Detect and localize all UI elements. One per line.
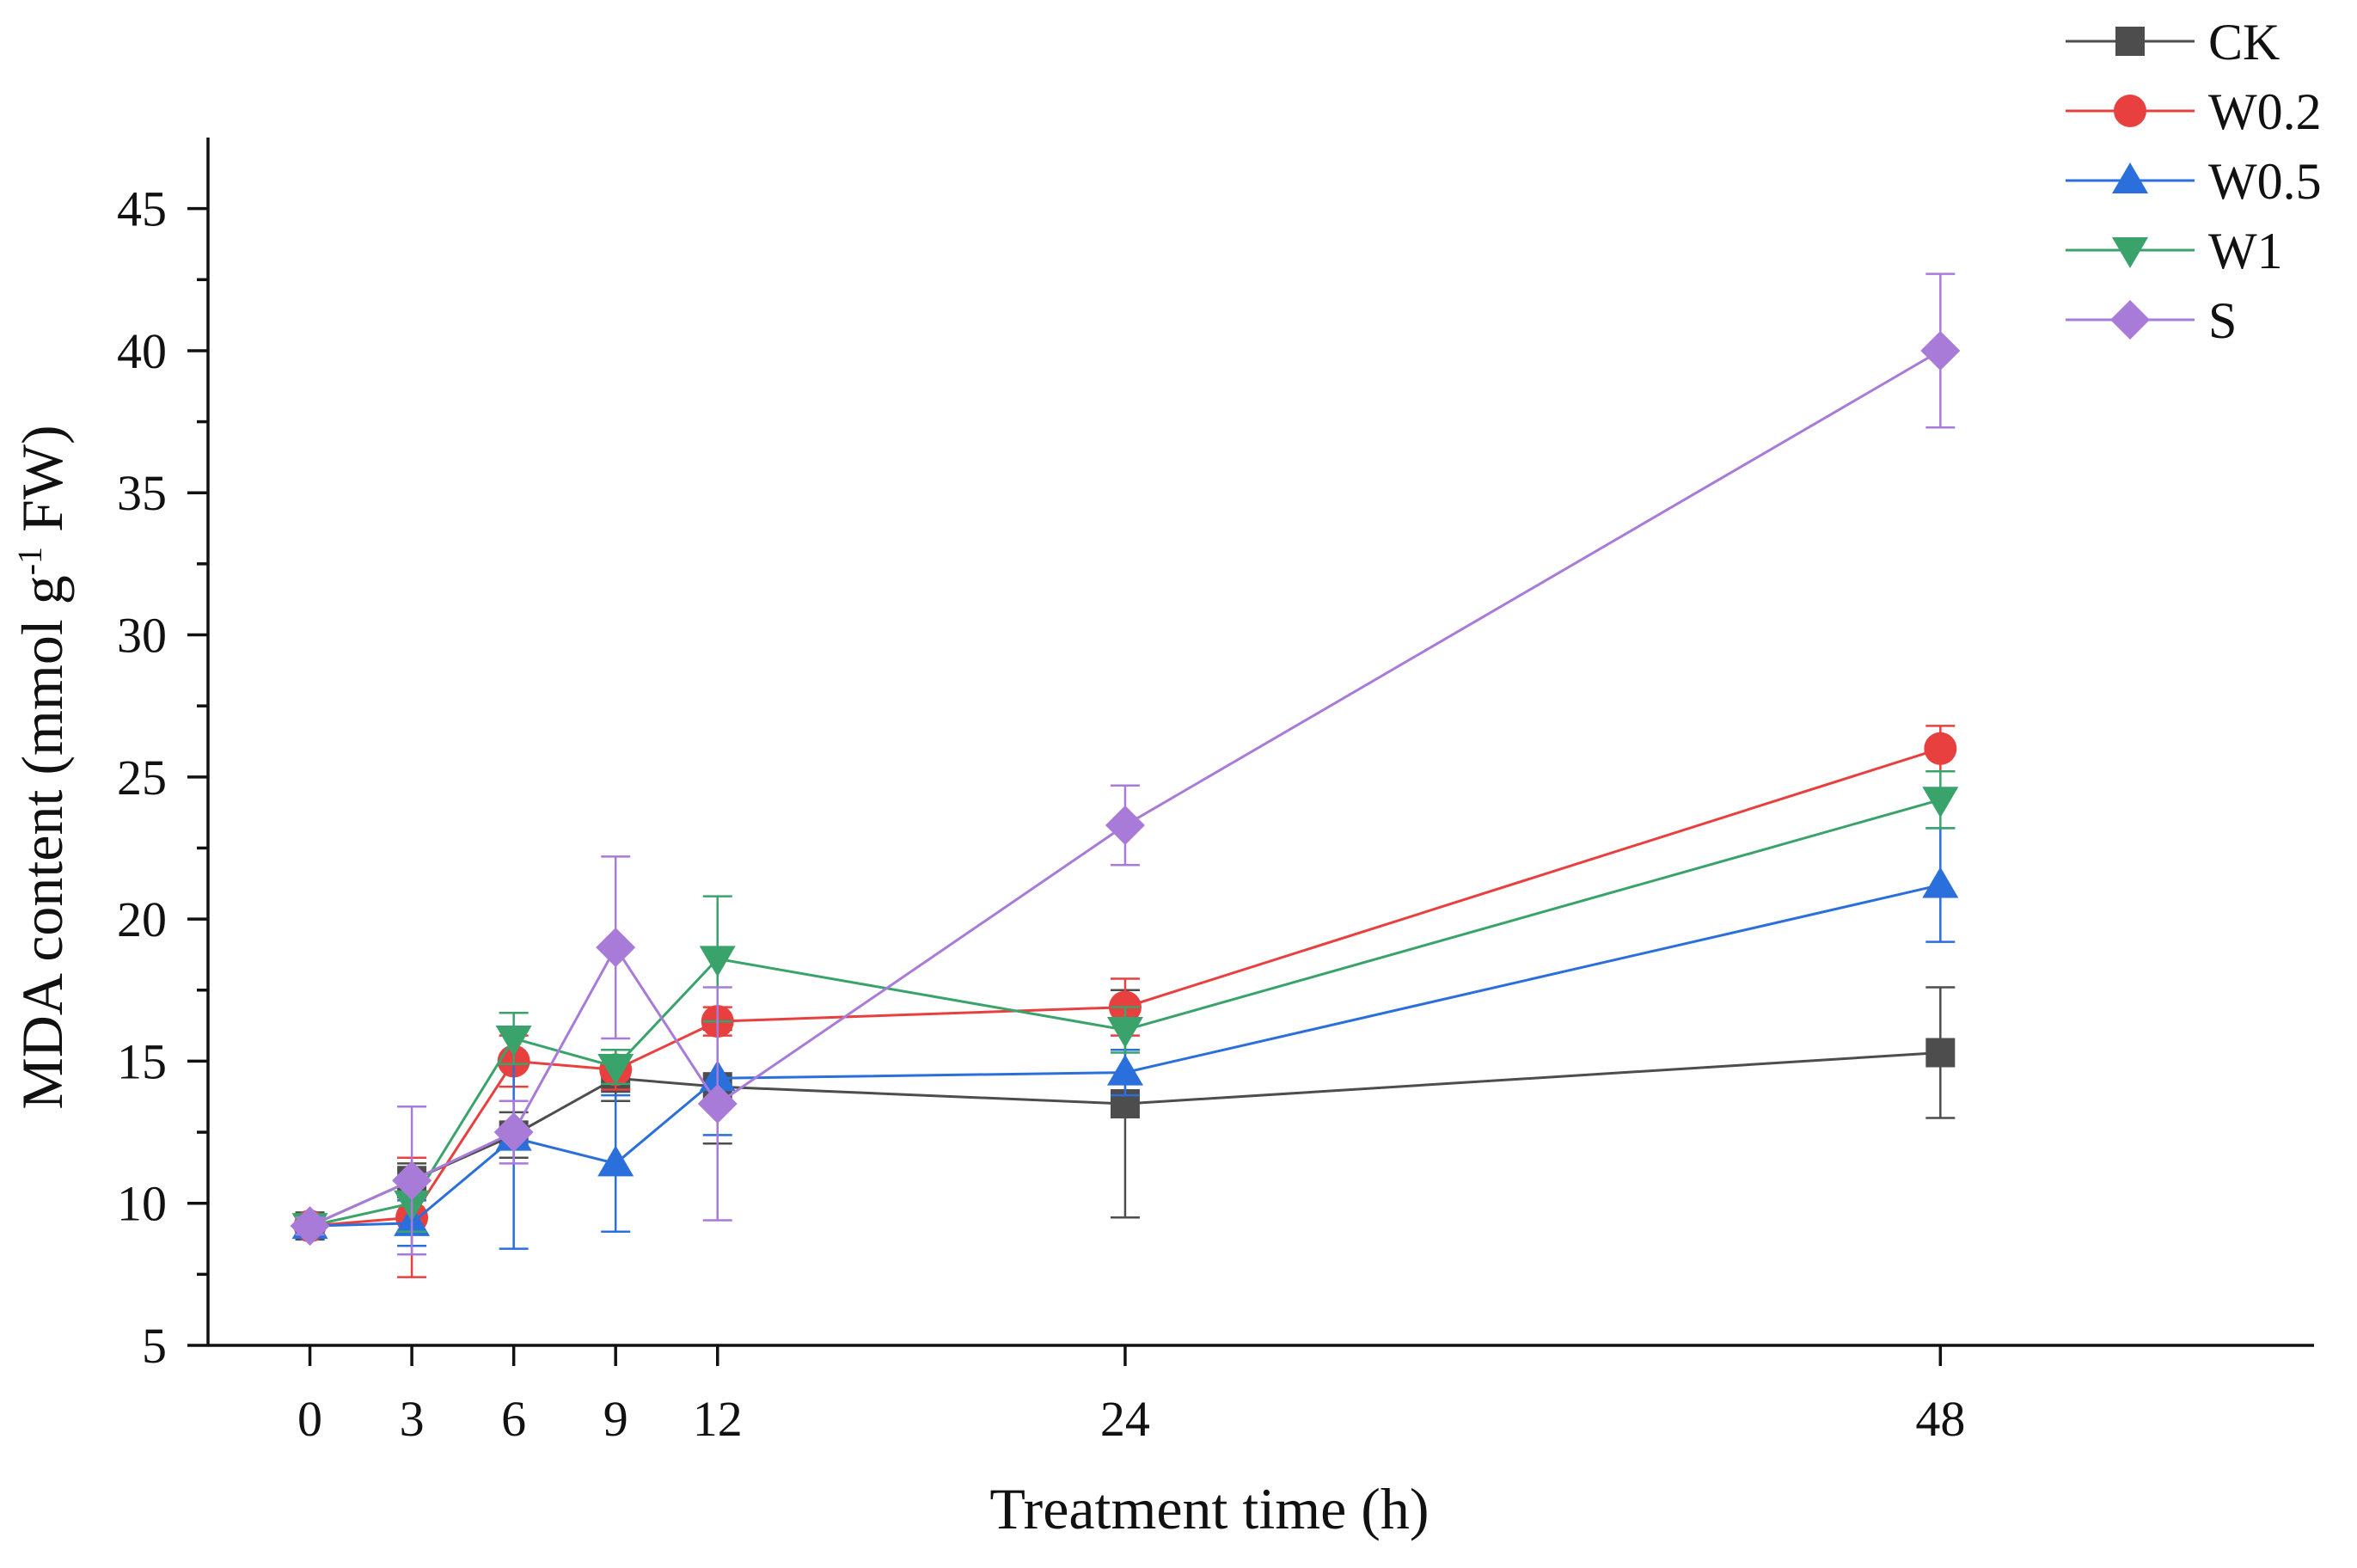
legend: CK W0.2 W0.5 W1 S <box>2066 14 2322 349</box>
y-tick-label: 25 <box>117 750 167 805</box>
x-tick-label: 9 <box>603 1391 628 1447</box>
legend-marker <box>2114 95 2146 127</box>
x-tick-label: 0 <box>297 1391 322 1447</box>
legend-marker <box>2115 27 2145 56</box>
data-point <box>699 946 736 977</box>
data-point <box>596 928 636 968</box>
data-point <box>1925 1038 1956 1068</box>
data-point <box>493 1112 534 1153</box>
data-point <box>1105 805 1145 846</box>
legend-marker <box>2112 237 2148 268</box>
y-tick-label: 15 <box>117 1033 167 1089</box>
y-tick-label: 40 <box>117 323 167 379</box>
x-axis-title: Treatment time (h) <box>989 1476 1429 1541</box>
data-point <box>1924 732 1957 765</box>
y-axis-title-tail: FW) <box>9 425 75 547</box>
data-point <box>1920 330 1961 371</box>
legend-item-w0-2: W0.2 <box>2066 83 2322 140</box>
legend-label: W1 <box>2208 223 2283 279</box>
data-point <box>1922 867 1959 898</box>
data-point <box>597 1054 634 1086</box>
y-tick-label: 20 <box>117 891 167 947</box>
data-point <box>392 1161 432 1201</box>
legend-label: W0.2 <box>2208 83 2322 140</box>
series-s <box>290 273 1961 1256</box>
x-tick-label: 48 <box>1915 1391 1965 1447</box>
y-tick-label: 30 <box>117 608 167 664</box>
y-tick-label: 5 <box>142 1318 167 1374</box>
series-layer <box>290 273 1961 1278</box>
legend-label: CK <box>2208 14 2280 70</box>
y-tick-label: 10 <box>117 1176 167 1232</box>
legend-item-w1: W1 <box>2066 223 2283 279</box>
x-tick-label: 24 <box>1100 1391 1150 1447</box>
legend-label: W0.5 <box>2208 153 2322 210</box>
legend-item-s: S <box>2066 292 2237 349</box>
data-point <box>697 1084 738 1124</box>
y-axis-title-main: MDA content (mmol g <box>9 575 75 1109</box>
axes <box>206 138 2314 1347</box>
data-point <box>495 1025 532 1057</box>
x-tick-label: 12 <box>693 1391 743 1447</box>
x-axis-ticks: 0 3 6 9 12 24 48 <box>297 1345 1965 1447</box>
data-point <box>1106 1054 1143 1086</box>
x-tick-label: 3 <box>400 1391 425 1447</box>
legend-item-w0-5: W0.5 <box>2066 153 2322 210</box>
y-axis-title-superscript: -1 <box>10 547 49 575</box>
y-axis-ticks: 5 10 15 20 25 30 35 40 45 <box>117 181 208 1374</box>
data-point <box>1106 1017 1143 1049</box>
legend-marker <box>2110 300 2150 340</box>
legend-marker <box>2112 162 2148 193</box>
data-point <box>1922 787 1959 818</box>
y-tick-label: 45 <box>117 181 167 237</box>
x-tick-label: 6 <box>501 1391 526 1447</box>
legend-item-ck: CK <box>2066 14 2280 70</box>
data-point <box>290 1206 330 1246</box>
legend-label: S <box>2208 292 2237 349</box>
data-point <box>597 1145 634 1177</box>
y-tick-label: 35 <box>117 465 167 521</box>
y-axis-title: MDA content (mmol g-1 FW) <box>9 425 75 1109</box>
